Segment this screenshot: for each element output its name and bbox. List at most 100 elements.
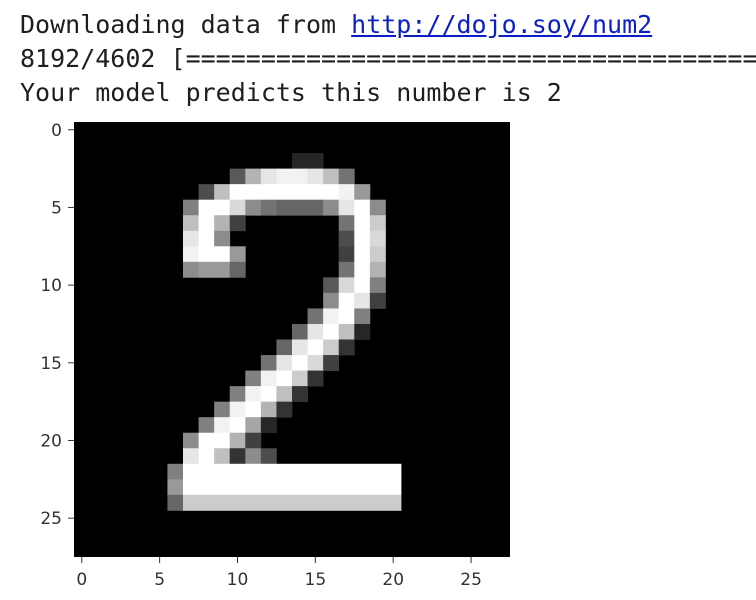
pixel-cell <box>229 417 246 434</box>
download-message: Downloading data from http://dojo.soy/nu… <box>20 10 652 40</box>
pixel-cell <box>338 261 355 278</box>
pixel-cell <box>198 463 402 480</box>
pixel-cell <box>307 308 324 325</box>
pixel-cell <box>183 215 199 232</box>
pixel-cell <box>307 370 324 387</box>
y-axis: 0 5 10 15 20 25 <box>40 121 74 529</box>
pixel-cell <box>276 370 293 387</box>
pixel-cell <box>214 417 231 434</box>
pixel-cell <box>307 323 324 340</box>
pixel-cell <box>183 199 199 216</box>
pixel-cell <box>338 246 355 263</box>
pixel-cell <box>183 479 199 496</box>
x-axis: 0 5 10 15 20 25 <box>76 557 482 590</box>
pixel-cell <box>369 199 386 216</box>
pixel-cell <box>198 448 215 465</box>
pixel-cell <box>323 355 340 371</box>
pixel-cell <box>167 494 184 511</box>
pixel-cell <box>307 355 324 371</box>
pixel-cell <box>260 168 277 185</box>
pixel-cell <box>245 184 340 201</box>
pixel-cell <box>276 355 293 371</box>
pixel-cell <box>338 184 355 201</box>
x-tick-label: 15 <box>305 570 327 590</box>
pixel-cell <box>354 184 371 201</box>
pixel-cell <box>198 184 215 201</box>
pixel-cell <box>338 323 355 340</box>
pixel-cell <box>229 246 246 263</box>
pixel-cell <box>354 215 371 232</box>
pixel-cell <box>354 308 371 325</box>
x-tick-label: 25 <box>460 570 482 590</box>
pixel-cell <box>260 370 277 387</box>
pixel-cell <box>354 323 371 340</box>
download-progress-text: 8192/4602 [=============================… <box>20 44 756 73</box>
pixel-cell <box>229 215 246 232</box>
y-tick-label: 15 <box>40 354 62 374</box>
pixel-cell <box>229 432 246 449</box>
pixel-cell <box>276 199 324 216</box>
pixel-cell <box>354 292 371 309</box>
x-tick-label: 0 <box>76 570 87 590</box>
pixel-cell <box>323 199 340 216</box>
pixel-cell <box>167 479 184 496</box>
pixel-cell <box>183 230 199 247</box>
pixel-cell <box>276 401 293 418</box>
pixel-cell <box>307 168 324 185</box>
pixel-cell <box>214 230 231 247</box>
x-tick-label: 5 <box>154 570 165 590</box>
pixel-cell <box>245 448 262 465</box>
pixel-cell <box>292 355 308 371</box>
y-tick-label: 10 <box>40 276 62 296</box>
prediction-text: Your model predicts this number is 2 <box>20 78 562 107</box>
pixel-cell <box>369 215 386 232</box>
image-pixels <box>74 122 510 557</box>
pixel-cell <box>245 417 262 434</box>
pixel-cell <box>323 308 340 325</box>
pixel-cell <box>260 417 277 434</box>
digit-image-plot: 0 5 10 15 20 25 0 5 10 15 20 25 <box>40 121 510 590</box>
pixel-cell <box>214 432 231 449</box>
pixel-cell <box>214 448 231 465</box>
pixel-cell <box>198 199 231 216</box>
y-tick-label: 0 <box>51 121 62 141</box>
pixel-cell <box>260 401 277 418</box>
pixel-cell <box>245 401 262 418</box>
pixel-cell <box>338 199 355 216</box>
pixel-cell <box>245 199 262 216</box>
pixel-cell <box>354 261 371 278</box>
pixel-cell <box>245 370 262 387</box>
pixel-cell <box>276 386 293 403</box>
pixel-cell <box>214 184 231 201</box>
pixel-cell <box>323 323 340 340</box>
pixel-cell <box>260 355 277 371</box>
pixel-cell <box>214 401 231 418</box>
pixel-cell <box>245 168 262 185</box>
pixel-cell <box>323 292 340 309</box>
pixel-cell <box>292 339 308 356</box>
pixel-cell <box>276 168 293 185</box>
pixel-cell <box>183 261 199 278</box>
pixel-cell <box>183 432 199 449</box>
pixel-cell <box>354 277 371 294</box>
pixel-cell <box>229 386 246 403</box>
pixel-cell <box>292 323 308 340</box>
pixel-cell <box>245 432 262 449</box>
pixel-cell <box>229 199 246 216</box>
pixel-cell <box>338 339 355 356</box>
pixel-cell <box>354 230 371 247</box>
pixel-cell <box>214 215 231 232</box>
pixel-cell <box>198 215 215 232</box>
pixel-cell <box>369 230 386 247</box>
pixel-cell <box>307 339 324 356</box>
pixel-cell <box>260 199 277 216</box>
pixel-cell <box>323 339 340 356</box>
download-prefix-text: Downloading data from <box>20 10 352 39</box>
pixel-cell <box>245 386 262 403</box>
download-url-link[interactable]: http://dojo.soy/num2 <box>351 10 653 39</box>
pixel-cell <box>354 199 371 216</box>
pixel-cell <box>229 448 246 465</box>
pixel-cell <box>183 494 402 511</box>
x-tick-label: 10 <box>227 570 249 590</box>
pixel-cell <box>229 184 246 201</box>
